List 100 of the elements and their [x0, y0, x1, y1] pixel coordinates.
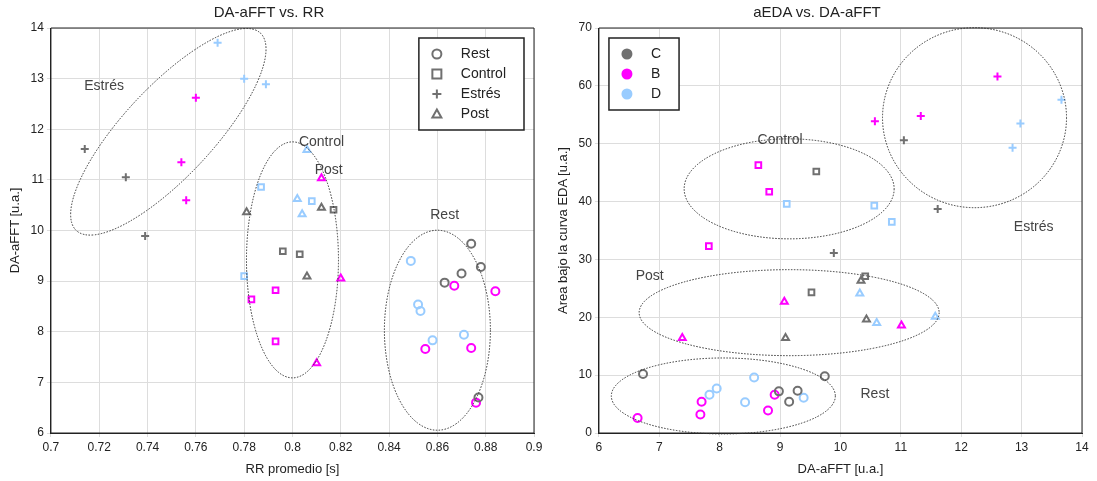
point	[471, 397, 482, 408]
point	[278, 247, 287, 256]
annotation: Estrés	[84, 77, 124, 94]
y-axis-title: DA-aFFT [u.a.]	[7, 187, 23, 274]
point	[420, 343, 431, 354]
point	[740, 397, 751, 408]
x-tick-label: 0.7	[42, 439, 60, 454]
x-tick-label: 0.74	[135, 439, 160, 454]
point	[695, 409, 706, 420]
point	[763, 405, 774, 416]
y-tick-label: 11	[31, 172, 45, 187]
point	[456, 268, 467, 279]
point	[336, 273, 346, 282]
annotation: Control	[757, 131, 803, 148]
point	[930, 311, 940, 320]
y-tick-label: 6	[37, 425, 45, 440]
point	[307, 197, 316, 205]
point	[466, 238, 477, 249]
point	[439, 277, 450, 288]
legend-label: Control	[460, 64, 507, 81]
x-axis-title: RR promedio [s]	[245, 460, 340, 476]
y-tick-label: 30	[578, 251, 593, 266]
point	[807, 288, 816, 297]
y-tick-label: 7	[37, 374, 45, 389]
point	[413, 299, 424, 310]
x-tick-label: 14	[1075, 439, 1089, 454]
point	[466, 342, 477, 353]
point	[781, 333, 790, 342]
point	[475, 261, 486, 272]
y-tick-label: 13	[30, 70, 45, 85]
x-tick-label: 0.78	[232, 439, 257, 454]
point	[449, 280, 460, 291]
point	[257, 183, 265, 191]
point	[855, 288, 865, 297]
point	[749, 372, 760, 383]
point	[798, 392, 809, 403]
point	[473, 392, 484, 403]
x-tick-label: 0.82	[329, 439, 353, 454]
point	[897, 320, 906, 329]
point	[329, 205, 338, 214]
annotation: Control	[298, 132, 345, 149]
legend-label: Post	[460, 104, 489, 121]
y-axis-title: Area bajo la curva EDA [u.a.]	[555, 147, 571, 314]
point	[415, 305, 426, 316]
point	[240, 272, 248, 280]
point	[302, 271, 312, 280]
legend-label: D	[650, 84, 662, 101]
point	[870, 201, 879, 210]
legend-label: Estrés	[460, 84, 501, 101]
point	[782, 200, 791, 208]
point	[316, 202, 326, 211]
point	[773, 386, 784, 397]
y-tick-label: 10	[578, 367, 593, 382]
point	[769, 389, 780, 400]
y-tick-label: 40	[578, 193, 593, 208]
point	[242, 207, 252, 216]
x-tick-label: 0.8	[284, 439, 302, 454]
point	[705, 242, 713, 250]
y-tick-label: 0	[585, 425, 593, 440]
y-tick-label: 9	[37, 273, 45, 288]
x-tick-label: 11	[894, 439, 908, 454]
legend-label: Rest	[460, 44, 490, 61]
point	[271, 337, 280, 346]
chart-title: aEDA vs. DA-aFFT	[753, 3, 881, 21]
point	[292, 194, 302, 203]
annotation: Post	[314, 160, 343, 177]
x-tick-label: 10	[833, 439, 848, 454]
y-tick-label: 20	[578, 309, 593, 324]
point	[638, 368, 649, 379]
point	[427, 335, 438, 346]
x-tick-label: 8	[716, 439, 724, 454]
point	[784, 396, 795, 407]
point	[295, 250, 304, 259]
point	[779, 296, 789, 305]
x-tick-label: 0.86	[425, 439, 450, 454]
point	[405, 255, 416, 266]
point	[861, 314, 871, 323]
point	[792, 385, 803, 396]
annotation: Post	[635, 267, 664, 284]
x-tick-label: 12	[954, 439, 969, 454]
legend-label: C	[650, 44, 662, 61]
y-tick-label: 60	[578, 78, 593, 93]
point	[819, 371, 830, 382]
y-tick-label: 12	[30, 121, 45, 136]
point	[696, 396, 707, 407]
point	[861, 272, 870, 281]
annotation: Rest	[860, 384, 890, 401]
x-tick-label: 13	[1014, 439, 1029, 454]
point	[704, 389, 715, 400]
x-tick-label: 9	[776, 439, 784, 454]
point	[856, 275, 866, 284]
point	[887, 217, 896, 226]
x-tick-label: 0.88	[474, 439, 498, 454]
point	[247, 295, 256, 304]
point	[812, 167, 821, 176]
y-tick-label: 50	[578, 136, 593, 151]
point	[271, 286, 280, 295]
legend-label: B	[650, 64, 661, 81]
y-tick-label: 14	[30, 20, 45, 35]
point	[490, 286, 501, 297]
